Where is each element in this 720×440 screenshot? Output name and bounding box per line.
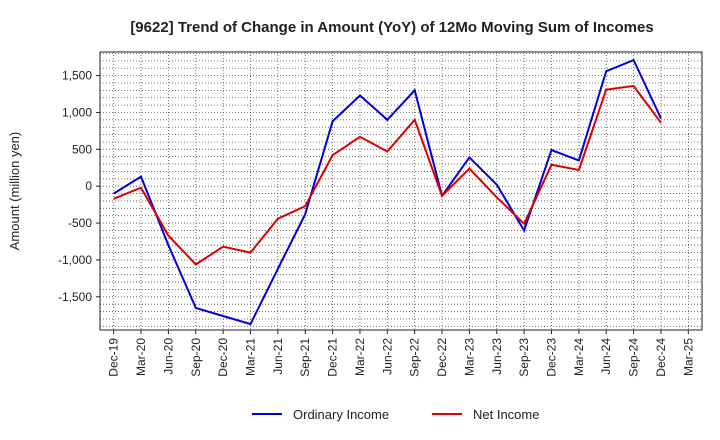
y-tick-label: -500 [68, 216, 92, 230]
y-tick-label: 1,000 [62, 105, 92, 119]
y-tick-label: 0 [85, 179, 92, 193]
x-tick-label: Sep-23 [517, 338, 531, 377]
legend-label-net-income: Net Income [473, 407, 539, 422]
y-tick-label: -1,500 [58, 290, 92, 304]
legend: Ordinary Income Net Income [252, 407, 539, 422]
series-line-ordinary-income [113, 58, 662, 326]
x-tick-label: Mar-20 [134, 338, 148, 376]
x-tick-label: Dec-24 [654, 338, 668, 377]
x-tick-label: Sep-22 [408, 338, 422, 377]
x-tick-label: Dec-21 [326, 338, 340, 377]
x-tick-label: Mar-24 [572, 338, 586, 376]
x-tick-label: Jun-24 [599, 338, 613, 375]
legend-label-ordinary-income: Ordinary Income [293, 407, 389, 422]
x-tick-label: Jun-20 [161, 338, 175, 375]
series-line-net-income [113, 84, 662, 266]
y-tick-label: -1,000 [58, 253, 92, 267]
x-tick-label: Sep-21 [298, 338, 312, 377]
y-tick-label: 1,500 [62, 69, 92, 83]
x-tick-label: Sep-20 [189, 338, 203, 377]
x-tick-label: Dec-22 [435, 338, 449, 377]
x-tick-label: Jun-22 [380, 338, 394, 375]
chart-title: [9622] Trend of Change in Amount (YoY) o… [130, 19, 653, 36]
x-tick-label: Dec-19 [107, 338, 121, 377]
x-tick-label: Dec-23 [545, 338, 559, 377]
plot-frame [99, 51, 703, 331]
x-tick-label: Mar-23 [462, 338, 476, 376]
x-tick-label: Dec-20 [216, 338, 230, 377]
x-tick-label: Jun-21 [271, 338, 285, 375]
plot-background [100, 52, 702, 330]
x-tick-label: Mar-22 [353, 338, 367, 376]
y-axis-label: Amount (million yen) [7, 132, 22, 251]
x-tick-label: Sep-24 [627, 338, 641, 377]
y-tick-label: 500 [72, 142, 92, 156]
x-tick-label: Mar-25 [681, 338, 695, 376]
x-tick-label: Mar-21 [244, 338, 258, 376]
x-tick-label: Jun-23 [490, 338, 504, 375]
plot-area: -1,500 -1,000 -500 0 500 1,000 1,500 Dec-19 Mar-… [58, 51, 703, 377]
